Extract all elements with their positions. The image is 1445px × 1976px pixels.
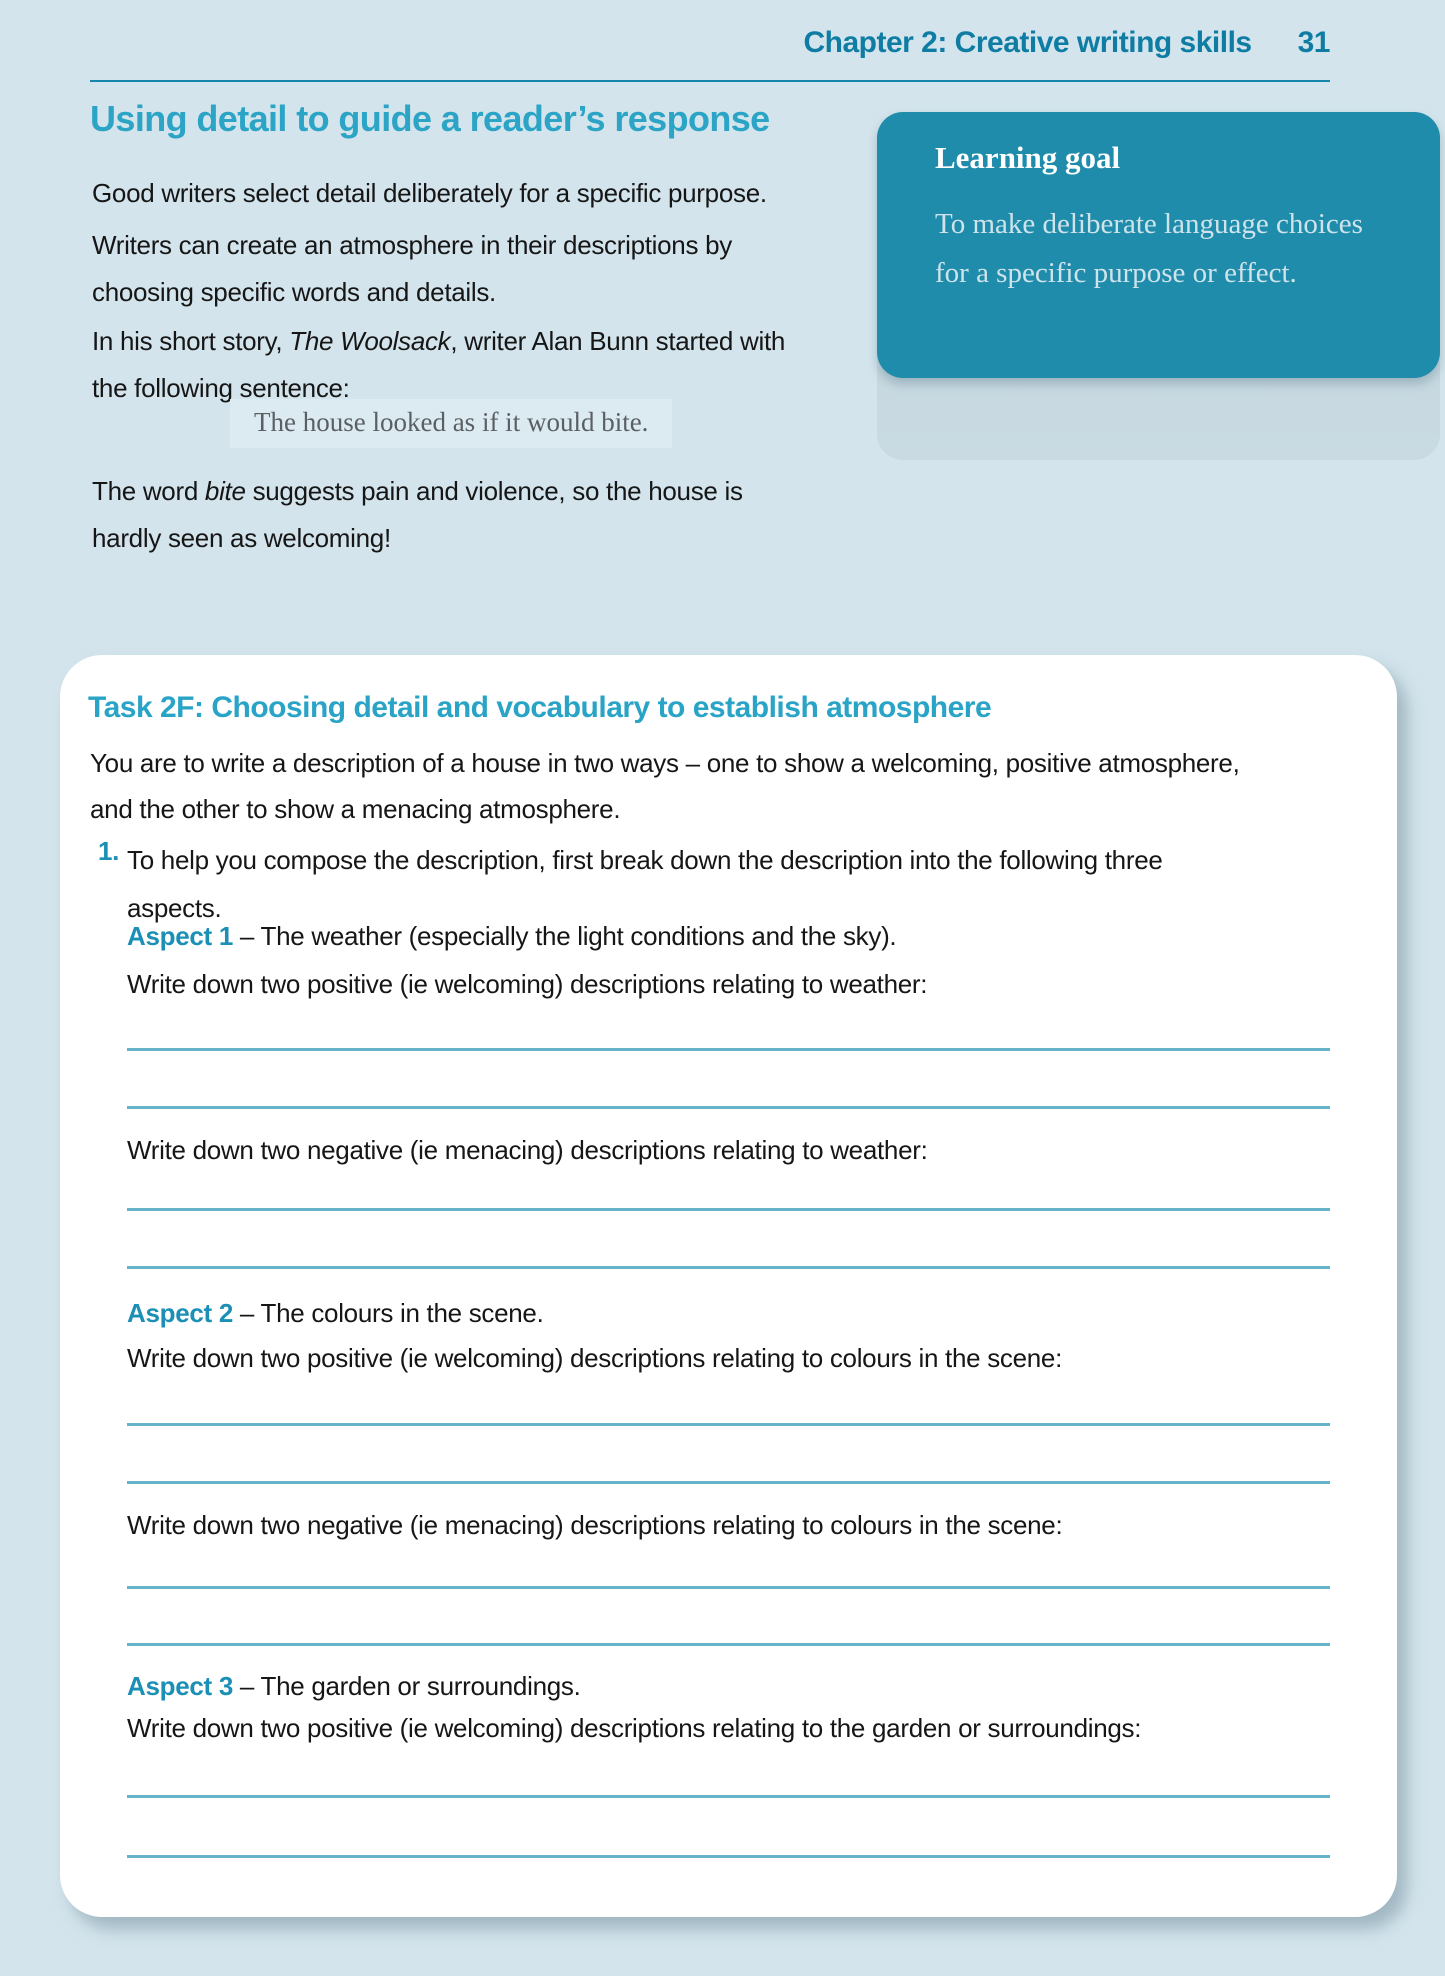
task-heading: Task 2F: Choosing detail and vocabulary … (88, 691, 992, 724)
aspect-3-positive-prompt: Write down two positive (ie welcoming) d… (127, 1713, 1142, 1743)
aspect-1-heading: Aspect 1 – The weather (especially the l… (127, 921, 897, 952)
aspect-2-negative-prompt: Write down two negative (ie menacing) de… (127, 1510, 1063, 1540)
quote-highlight: The house looked as if it would bite. (230, 399, 673, 448)
paragraph-text: In his short story, (92, 326, 290, 356)
task-card: Task 2F: Choosing detail and vocabulary … (60, 655, 1397, 1917)
intro-paragraph-3: In his short story, The Woolsack, writer… (92, 318, 792, 412)
chapter-header: Chapter 2: Creative writing skills 31 (90, 26, 1330, 60)
answer-line[interactable] (127, 1208, 1330, 1211)
list-number-1: 1. (98, 836, 120, 866)
answer-line[interactable] (127, 1481, 1330, 1484)
chapter-title: Chapter 2: Creative writing skills (803, 26, 1252, 59)
answer-line[interactable] (127, 1266, 1330, 1269)
aspect-1-label: Aspect 1 (127, 921, 233, 951)
intro-paragraph-2: Writers can create an atmosphere in thei… (92, 230, 732, 307)
aspect-3-heading: Aspect 3 – The garden or surroundings. (127, 1671, 581, 1702)
answer-line[interactable] (127, 1048, 1330, 1051)
header-rule (90, 80, 1330, 82)
learning-goal-body: To make deliberate language choices for … (935, 208, 1363, 290)
aspect-2-desc: – The colours in the scene. (232, 1298, 544, 1328)
task-intro: You are to write a description of a hous… (90, 748, 1240, 824)
learning-goal-box: Learning goal To make deliberate languag… (877, 112, 1440, 378)
answer-line[interactable] (127, 1795, 1330, 1798)
answer-line[interactable] (127, 1106, 1330, 1109)
answer-line[interactable] (127, 1643, 1330, 1646)
paragraph-text: , writer Alan Bunn started with the foll… (92, 326, 786, 403)
list-item-1-text: To help you compose the description, fir… (127, 845, 1163, 924)
paragraph-text: suggests pain and violence, so the house… (92, 476, 743, 553)
section-heading: Using detail to guide a reader’s respons… (90, 98, 770, 139)
word-bite-italic: bite (204, 476, 246, 506)
aspect-1-negative-prompt: Write down two negative (ie menacing) de… (127, 1135, 928, 1165)
aspect-3-desc: – The garden or surroundings. (232, 1671, 581, 1701)
answer-line[interactable] (127, 1423, 1330, 1426)
aspect-1-positive-prompt: Write down two positive (ie welcoming) d… (127, 969, 928, 999)
paragraph-text: The word (92, 476, 205, 506)
learning-goal-title: Learning goal (935, 140, 1121, 175)
quote-text: The house looked as if it would bite. (254, 407, 649, 437)
aspect-2-heading: Aspect 2 – The colours in the scene. (127, 1298, 544, 1329)
aspect-3-label: Aspect 3 (127, 1671, 233, 1701)
intro-paragraph-1: Good writers select detail deliberately … (92, 178, 767, 208)
answer-line[interactable] (127, 1855, 1330, 1858)
aspect-2-label: Aspect 2 (127, 1298, 233, 1328)
story-title-italic: The Woolsack (289, 326, 451, 356)
answer-line[interactable] (127, 1586, 1330, 1589)
intro-paragraph-4: The word bite suggests pain and violence… (92, 468, 792, 562)
aspect-2-positive-prompt: Write down two positive (ie welcoming) d… (127, 1343, 1063, 1373)
page-number: 31 (1297, 26, 1331, 59)
aspect-1-desc: – The weather (especially the light cond… (232, 921, 897, 951)
